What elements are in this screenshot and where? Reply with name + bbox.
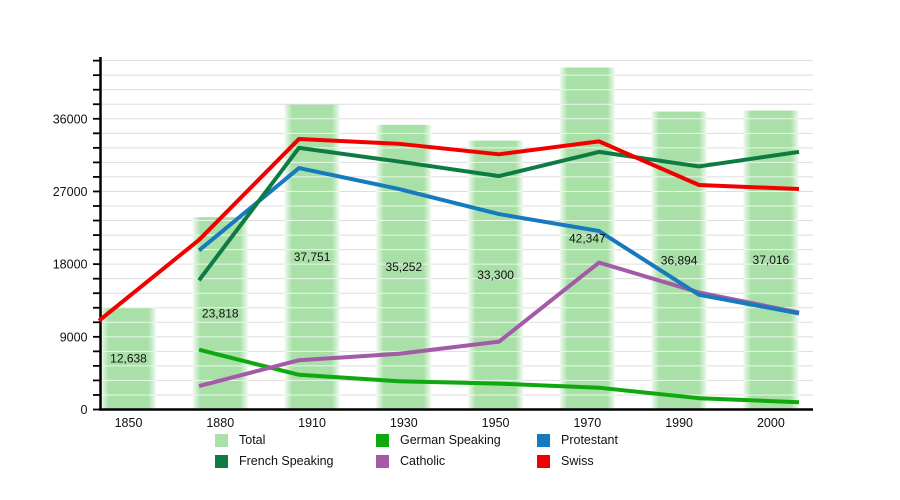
legend-item-catholic: Catholic	[376, 451, 537, 472]
x-tick-label: 1990	[665, 416, 693, 430]
bar-value-label: 36,894	[661, 254, 698, 268]
series-line-protestant	[197, 166, 800, 316]
bar-total-1930	[376, 124, 432, 410]
legend-swatch-catholic	[376, 455, 389, 468]
legend-item-german-speaking: German Speaking	[376, 430, 537, 451]
y-tick-label: 0	[81, 403, 88, 417]
chart-canvas: 0 9000 18000 27000 36000 12,638 23,818 37,751 35…	[53, 57, 813, 430]
legend-swatch-german-speaking	[376, 434, 389, 447]
bar-value-label: 35,252	[385, 260, 422, 274]
legend-label-protestant: Protestant	[561, 433, 618, 447]
legend-swatch-french-speaking	[215, 455, 228, 468]
legend-item-swiss: Swiss	[537, 451, 698, 472]
legend-swatch-swiss	[537, 455, 550, 468]
legend-label-french-speaking: French Speaking	[239, 454, 334, 468]
legend-item-french-speaking: French Speaking	[215, 451, 376, 472]
x-tick-label: 1880	[206, 416, 234, 430]
x-tick-label: 1930	[390, 416, 418, 430]
legend-item-total: Total	[215, 430, 376, 451]
series-line-catholic	[198, 260, 800, 389]
x-tick-label: 1850	[115, 416, 143, 430]
chart-legend: Total French Speaking German Speaking Ca…	[215, 430, 698, 472]
legend-swatch-protestant	[537, 434, 550, 447]
bar-total-1850	[101, 307, 156, 410]
legend-label-catholic: Catholic	[400, 454, 446, 468]
series-line-german-speaking	[198, 347, 800, 405]
x-tick-label: 1910	[298, 416, 326, 430]
legend-label-swiss: Swiss	[561, 454, 594, 468]
legend-label-total: Total	[239, 433, 266, 447]
series-line-swiss	[97, 136, 800, 323]
legend-swatch-total	[215, 434, 228, 447]
bar-value-label: 37,751	[294, 250, 331, 264]
legend-item-protestant: Protestant	[537, 430, 698, 451]
bar-value-label: 42,347	[569, 232, 606, 246]
x-tick-label: 1970	[573, 416, 601, 430]
legend-label-german-speaking: German Speaking	[400, 433, 501, 447]
bar-total-1950	[468, 140, 524, 410]
x-tick-label: 2000	[757, 416, 785, 430]
y-tick-label: 18000	[53, 258, 88, 272]
bar-value-label: 37,016	[753, 253, 790, 267]
bar-value-label: 23,818	[202, 306, 239, 320]
y-tick-label: 27000	[53, 185, 88, 199]
y-tick-label: 9000	[60, 330, 88, 344]
bar-value-label: 33,300	[477, 268, 514, 282]
bar-value-label: 12,638	[110, 351, 147, 365]
series-line-french-speaking	[197, 145, 800, 282]
bar-total-1970	[559, 67, 615, 410]
y-tick-label: 36000	[53, 112, 88, 126]
x-tick-label: 1950	[482, 416, 510, 430]
